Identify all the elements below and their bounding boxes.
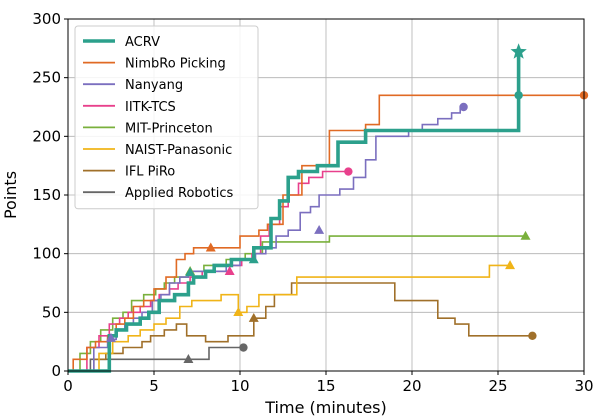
event-marker xyxy=(248,254,259,264)
y-tick-label: 300 xyxy=(32,10,61,28)
end-marker-ifl-piro xyxy=(528,331,537,340)
series-line-acrv xyxy=(68,51,521,373)
y-tick-label: 50 xyxy=(42,303,61,321)
event-marker xyxy=(106,332,116,342)
series-line-nanyang xyxy=(68,106,464,372)
x-tick-label: 30 xyxy=(574,377,593,395)
end-marker-mit-princeton xyxy=(520,230,531,240)
event-marker xyxy=(233,307,244,317)
event-marker xyxy=(314,224,325,234)
legend-label-naist-panasonic: NAIST-Panasonic xyxy=(125,143,232,158)
x-tick-label: 20 xyxy=(402,377,421,395)
legend-box xyxy=(74,25,259,210)
series-line-naist-panasonic xyxy=(68,264,510,372)
x-tick-label: 10 xyxy=(230,377,249,395)
event-marker xyxy=(224,266,235,275)
x-axis-label: Time (minutes) xyxy=(264,398,387,416)
series-line-mit-princeton xyxy=(68,235,526,372)
end-marker-acrv xyxy=(510,43,527,59)
y-tick-label: 150 xyxy=(32,186,61,204)
event-marker xyxy=(185,267,196,277)
y-tick-label: 250 xyxy=(32,69,61,87)
legend-label-applied-robotics: Applied Robotics xyxy=(125,186,233,201)
end-marker-nanyang xyxy=(459,102,468,112)
legend: ACRV NimbRo Picking Nanyang IITK-TCS MIT-Pri… xyxy=(74,25,259,210)
legend-label-ifl-piro: IFL PiRo xyxy=(125,165,175,180)
x-tick-label: 15 xyxy=(316,377,335,395)
event-marker xyxy=(514,91,523,100)
end-marker-iitk-tcs xyxy=(344,167,353,176)
series-line-iitk-tcs xyxy=(68,170,349,372)
legend-label-mit-princeton: MIT-Princeton xyxy=(125,121,213,136)
end-marker-applied-robotics xyxy=(239,343,248,352)
y-tick-label: 100 xyxy=(32,245,61,263)
event-marker xyxy=(248,312,259,322)
legend-label-nanyang: Nanyang xyxy=(125,78,183,93)
y-axis-label: Points xyxy=(1,171,20,219)
x-tick-label: 0 xyxy=(63,377,73,395)
event-marker xyxy=(183,354,194,363)
series-line-ifl-piro xyxy=(68,282,533,372)
legend-label-nimbro-picking: NimbRo Picking xyxy=(125,57,226,72)
x-tick-label: 5 xyxy=(149,377,159,395)
series-group xyxy=(68,51,584,373)
y-tick-label: 0 xyxy=(51,362,61,380)
end-marker-naist-panasonic xyxy=(505,260,516,270)
y-tick-label: 200 xyxy=(32,127,61,145)
x-tick-label: 25 xyxy=(488,377,507,395)
markers-group xyxy=(106,43,589,363)
event-marker xyxy=(205,242,216,252)
legend-label-acrv: ACRV xyxy=(125,35,160,50)
legend-label-iitk-tcs: IITK-TCS xyxy=(125,100,176,115)
